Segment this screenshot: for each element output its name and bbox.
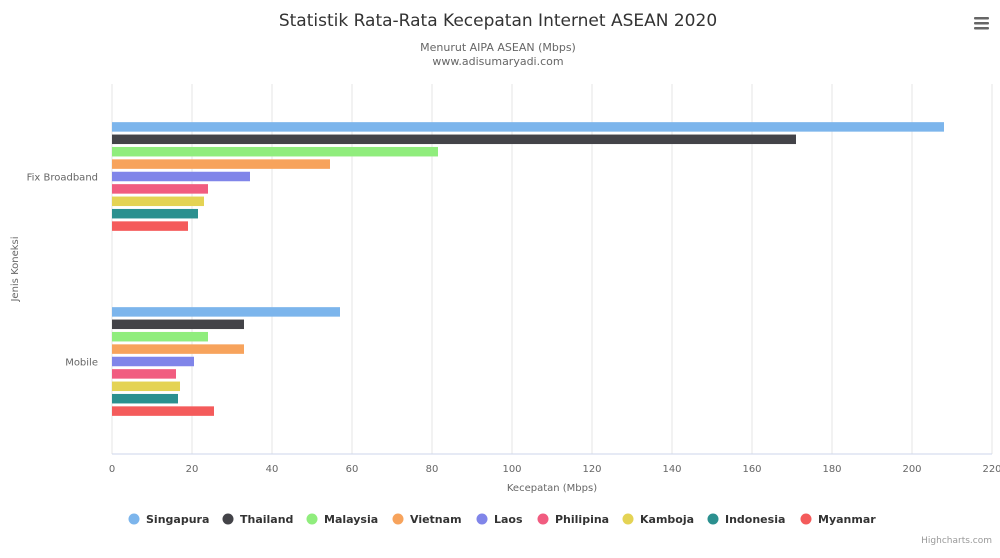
x-tick-label: 80 [426,464,439,475]
bar-kamboja-mobile[interactable] [112,381,180,392]
y-axis-title: Jenis Koneksi [10,236,21,302]
bar-myanmar-mobile[interactable] [112,406,214,416]
x-tick-label: 160 [742,464,761,475]
y-axis-categories: Fix Broadband Mobile [27,173,98,369]
x-tick-label: 60 [346,464,359,475]
legend-label: Singapura [146,513,209,526]
bar-thailand-fix-broadband[interactable] [112,134,796,145]
legend-label: Malaysia [324,513,378,526]
legend-item-malaysia[interactable]: Malaysia [306,513,379,526]
legend-item-thailand[interactable]: Thailand [222,513,294,526]
bar-indonesia-fix-broadband[interactable] [112,208,198,219]
bar-kamboja-fix-broadband[interactable] [112,196,204,207]
bar-philipina-fix-broadband[interactable] [112,184,208,194]
legend-label: Laos [494,513,523,526]
x-tick-label: 20 [186,464,199,475]
legend-item-kamboja[interactable]: Kamboja [622,513,695,526]
bar-thailand-mobile[interactable] [112,319,244,330]
chart-title: Statistik Rata-Rata Kecepatan Internet A… [279,11,717,31]
x-tick-label: 220 [982,464,1000,475]
legend-marker [306,513,318,525]
bar-vietnam-mobile[interactable] [112,344,244,354]
legend-item-philipina[interactable]: Philipina [537,513,610,526]
legend-marker [476,513,488,525]
x-axis-ticks: 0 20 40 60 80 100 120 140 160 180 200 220 [109,464,1000,475]
legend-label: Thailand [240,513,293,526]
bar-malaysia-mobile[interactable] [112,331,208,342]
bar-singapura-mobile[interactable] [112,307,340,317]
bar-philipina-mobile[interactable] [112,369,176,379]
x-tick-label: 40 [266,464,279,475]
x-tick-label: 120 [582,464,601,475]
bars [112,122,944,416]
bar-malaysia-fix-broadband[interactable] [112,146,438,157]
x-tick-label: 180 [822,464,841,475]
legend-label: Vietnam [410,513,462,526]
gridlines [111,84,993,455]
legend-label: Myanmar [818,513,876,526]
bar-myanmar-fix-broadband[interactable] [112,221,188,231]
bar-vietnam-fix-broadband[interactable] [112,159,330,169]
bar-indonesia-mobile[interactable] [112,393,178,404]
x-tick-label: 0 [109,464,115,475]
legend-marker [800,513,812,525]
bar-laos-mobile[interactable] [112,356,194,367]
legend-marker [392,513,404,525]
y-category-label: Mobile [65,358,98,369]
x-tick-label: 100 [502,464,521,475]
legend-marker [622,513,634,525]
x-tick-label: 140 [662,464,681,475]
legend-marker [537,513,549,525]
chart-subtitle-line-2: www.adisumaryadi.com [432,55,563,68]
legend-label: Kamboja [640,513,694,526]
chart-subtitle-line-1: Menurut AIPA ASEAN (Mbps) [420,41,576,54]
legend-item-indonesia[interactable]: Indonesia [707,513,786,526]
legend-marker [707,513,719,525]
x-tick-label: 200 [902,464,921,475]
hamburger-menu-icon[interactable] [970,10,992,30]
legend-label: Indonesia [725,513,785,526]
bar-laos-fix-broadband[interactable] [112,171,250,182]
legend-item-myanmar[interactable]: Myanmar [800,513,877,526]
credits-link[interactable]: Highcharts.com [921,536,992,546]
legend-item-vietnam[interactable]: Vietnam [392,513,462,526]
legend-marker [128,513,140,525]
legend-item-laos[interactable]: Laos [476,513,523,526]
legend-label: Philipina [555,513,609,526]
bar-singapura-fix-broadband[interactable] [112,122,944,132]
legend-item-singapura[interactable]: Singapura [128,513,210,526]
legend: Singapura Thailand Malaysia Vietnam Laos Phil… [128,513,877,526]
y-category-label: Fix Broadband [27,173,98,184]
x-axis-title: Kecepatan (Mbps) [507,483,597,494]
legend-marker [222,513,234,525]
